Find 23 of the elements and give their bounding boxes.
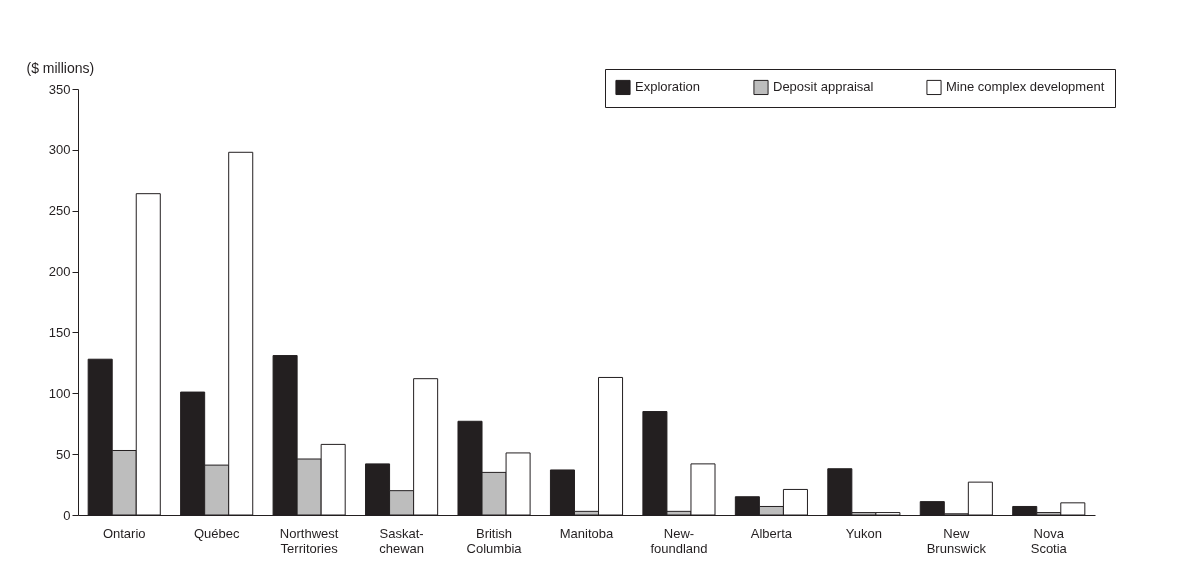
x-tick-label: Alberta: [750, 525, 793, 541]
y-tick-label: 150: [48, 324, 71, 340]
x-tick-label: New Brunswick: [926, 525, 987, 556]
x-tick-label: British Columbia: [466, 525, 523, 556]
y-tick-label: 350: [48, 81, 71, 97]
legend-label: Deposit appraisal: [773, 79, 874, 95]
y-tick-label: 0: [63, 507, 71, 523]
y-tick-label: 100: [48, 385, 71, 401]
y-axis-title: ($ millions): [26, 59, 95, 76]
x-tick-label: Manitoba: [559, 525, 615, 541]
y-tick-label: 300: [48, 142, 71, 158]
y-tick-label: 250: [48, 203, 71, 219]
y-tick-label: 200: [48, 264, 71, 280]
x-tick-label: Yukon: [845, 525, 882, 541]
x-tick-label: New- foundland: [650, 525, 708, 556]
x-tick-label: Québec: [193, 525, 240, 541]
x-tick-label: Ontario: [102, 525, 146, 541]
legend-label: Exploration: [635, 79, 701, 95]
x-tick-label: Saskat- chewan: [379, 525, 424, 556]
legend-label: Mine complex development: [946, 79, 1105, 95]
x-tick-label: Nova Scotia: [1030, 525, 1068, 556]
x-tick-label: Northwest Territories: [279, 525, 339, 556]
y-tick-label: 50: [56, 446, 71, 462]
